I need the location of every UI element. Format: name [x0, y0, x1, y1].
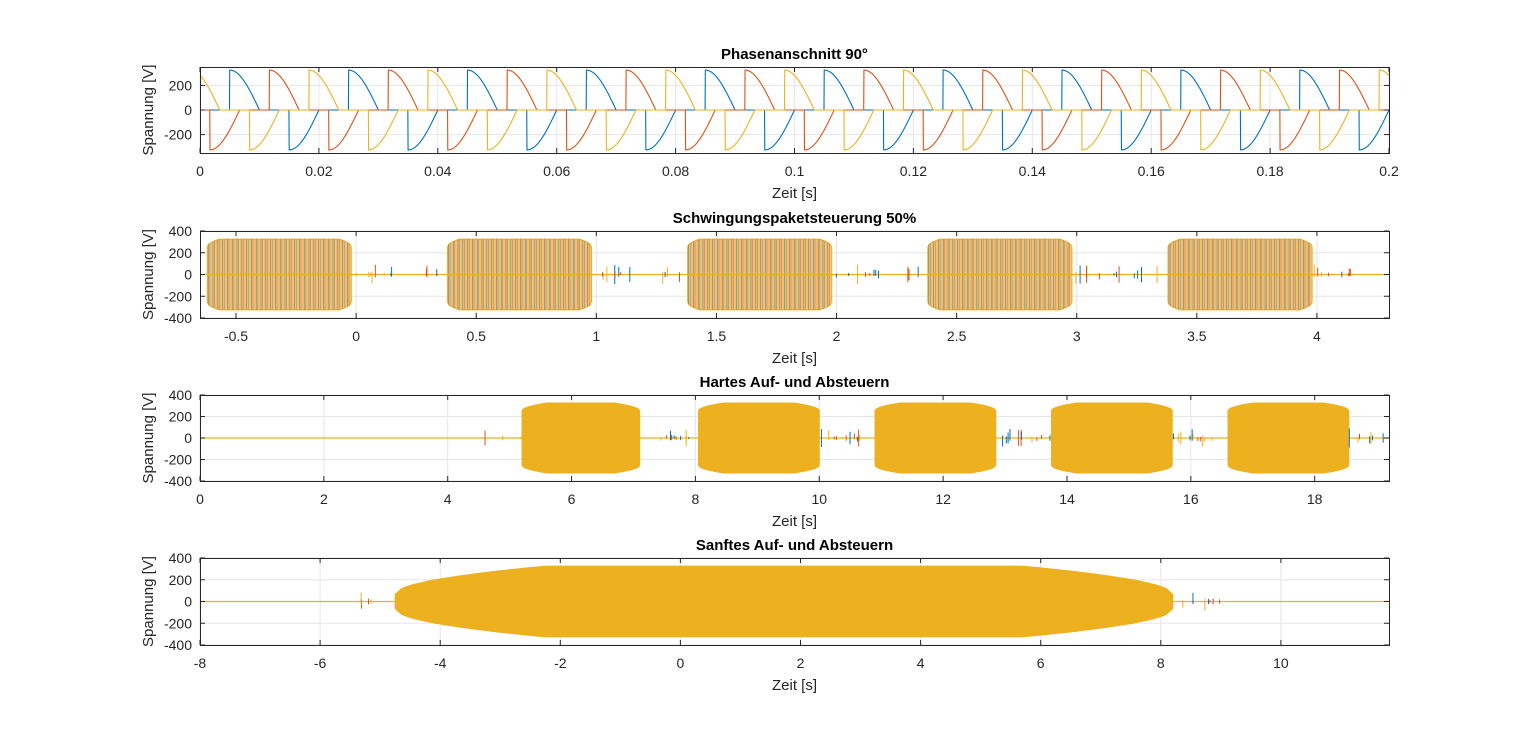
x-tick-label: 8 [692, 491, 700, 507]
y-tick-label: 400 [169, 223, 193, 239]
y-tick-label: 400 [169, 387, 193, 403]
x-tick-label: 18 [1307, 491, 1323, 507]
x-tick-label: 0.14 [1019, 163, 1046, 179]
subplot-1: 0 0.02 0.04 0.06 0.08 0.1 0.12 0.14 0.16 0.18 0.2 -… [140, 46, 1399, 202]
x-tick-label: 6 [1037, 655, 1045, 671]
x-axis-label: Zeit [s] [772, 185, 817, 202]
x-tick-label: -2 [554, 655, 567, 671]
y-tick-label: 200 [169, 245, 193, 261]
x-tick-label: 4 [917, 655, 925, 671]
x-tick-label: 0.12 [900, 163, 927, 179]
x-tick-label: 2 [320, 491, 328, 507]
y-tick-label: -200 [164, 452, 192, 468]
x-tick-label: 2.5 [947, 328, 967, 344]
y-tick-label: -200 [164, 127, 192, 143]
x-tick-label: 14 [1059, 491, 1075, 507]
x-tick-label: 2 [833, 328, 841, 344]
y-tick-label: -400 [164, 310, 192, 326]
subplot-4: -8 -6 -4 -2 0 2 4 6 8 10 -400 -200 0 200 400 Sanftes Au… [140, 537, 1390, 694]
data-layer [200, 402, 1389, 474]
x-tick-label: -0.5 [224, 328, 248, 344]
data-layer [200, 69, 1389, 151]
y-axis-label: Spannung [V] [140, 65, 157, 156]
x-tick-label: 10 [811, 491, 827, 507]
x-tick-label: 0.1 [785, 163, 805, 179]
x-tick-label: 0.2 [1379, 163, 1399, 179]
x-tick-label: 10 [1273, 655, 1289, 671]
y-tick-label: -400 [164, 473, 192, 489]
y-axis-label: Spannung [V] [140, 556, 157, 647]
x-tick-label: 0 [352, 328, 360, 344]
x-tick-label: 16 [1183, 491, 1199, 507]
x-tick-label: 12 [935, 491, 951, 507]
y-tick-label: 0 [184, 594, 192, 610]
x-tick-label: 3 [1073, 328, 1081, 344]
x-tick-label: 2 [797, 655, 805, 671]
x-axis-label: Zeit [s] [772, 677, 817, 694]
data-layer [200, 565, 1389, 638]
y-tick-label: 0 [184, 102, 192, 118]
y-tick-label: 400 [169, 550, 193, 566]
x-tick-label: -6 [314, 655, 327, 671]
x-tick-label: 6 [568, 491, 576, 507]
x-tick-label: 0.08 [662, 163, 689, 179]
y-axis-label: Spannung [V] [140, 229, 157, 320]
transient-spikes [484, 428, 1384, 448]
chart-title: Hartes Auf- und Absteuern [700, 374, 890, 391]
x-tick-label: -4 [434, 655, 447, 671]
y-tick-label: -200 [164, 288, 192, 304]
y-tick-label: 0 [184, 430, 192, 446]
y-tick-label: 200 [169, 77, 193, 93]
x-tick-label: 8 [1157, 655, 1165, 671]
x-tick-label: -8 [194, 655, 207, 671]
x-tick-label: 0.04 [424, 163, 451, 179]
chart-title: Sanftes Auf- und Absteuern [696, 537, 893, 554]
x-tick-label: 0 [196, 163, 204, 179]
x-tick-label: 4 [444, 491, 452, 507]
x-tick-label: 0.16 [1138, 163, 1165, 179]
x-tick-label: 3.5 [1187, 328, 1207, 344]
x-tick-label: 0.5 [466, 328, 486, 344]
burst-stripes-2 [448, 239, 590, 310]
x-tick-label: 4 [1313, 328, 1321, 344]
subplot-2: -0.5 0 0.5 1 1.5 2 2.5 3 3.5 4 -400 -200 0 200 400 Schw… [140, 210, 1390, 367]
y-tick-label: -200 [164, 615, 192, 631]
x-tick-label: 1 [592, 328, 600, 344]
x-tick-label: 0.18 [1256, 163, 1283, 179]
transient-spikes [360, 592, 1220, 611]
y-tick-label: 0 [184, 267, 192, 283]
chart-title: Schwingungspaketsteuerung 50% [673, 210, 916, 227]
x-axis-label: Zeit [s] [772, 350, 817, 367]
data-layer [200, 238, 1389, 311]
y-tick-label: 200 [169, 572, 193, 588]
x-tick-label: 0 [196, 491, 204, 507]
x-axis-label: Zeit [s] [772, 513, 817, 530]
y-axis-label: Spannung [V] [140, 393, 157, 484]
x-tick-label: 0.06 [543, 163, 570, 179]
y-tick-label: 200 [169, 409, 193, 425]
subplot-3: 0 2 4 6 8 10 12 14 16 18 -400 -200 0 200 400 Hartes Auf… [140, 374, 1390, 530]
series-line-3 [200, 69, 1389, 151]
x-tick-label: 0 [677, 655, 685, 671]
chart-title: Phasenanschnitt 90° [721, 46, 868, 63]
y-tick-label: -400 [164, 637, 192, 653]
x-tick-label: 1.5 [707, 328, 727, 344]
x-tick-label: 0.02 [305, 163, 332, 179]
transient-spikes [356, 264, 1352, 285]
